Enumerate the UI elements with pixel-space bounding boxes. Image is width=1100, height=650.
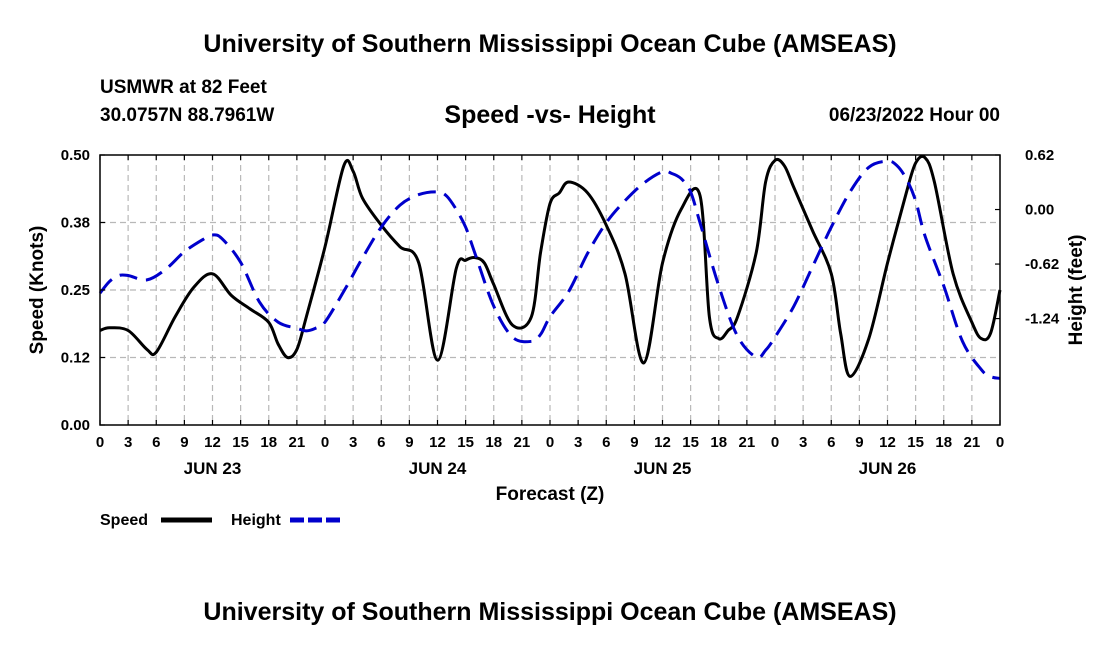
y-tick-label: 0.38 xyxy=(61,215,90,232)
x-tick-label: 18 xyxy=(260,434,277,451)
series-line-height xyxy=(98,159,1001,380)
x-tick-label: 3 xyxy=(574,434,582,451)
y2-tick-label: -0.62 xyxy=(1025,256,1059,273)
x-tick-label: 3 xyxy=(799,434,807,451)
speed-height-chart: 0 3 6 9 12 15 18 21 0 3 6 9 12 15 18 21 0 3 6 9 12 15 18 21 0 3 6 9… xyxy=(27,147,1087,529)
footer-title: University of Southern Mississippi Ocean… xyxy=(203,598,897,626)
y-tick-label: 0.12 xyxy=(61,350,90,367)
x-tick-label: 15 xyxy=(682,434,699,451)
y2-tick-label: 0.62 xyxy=(1025,147,1054,164)
x-tick-label: 6 xyxy=(602,434,610,451)
x-axis-label: Forecast (Z) xyxy=(496,484,605,505)
x-tick-label: 0 xyxy=(771,434,779,451)
x-tick-label: 21 xyxy=(289,434,306,451)
date-label: JUN 23 xyxy=(184,459,242,478)
series-layer xyxy=(98,154,1002,380)
run-time-label: 06/23/2022 Hour 00 xyxy=(828,105,1000,126)
legend: Speed Height xyxy=(100,512,342,529)
date-label: JUN 26 xyxy=(859,459,917,478)
coordinates-label: 30.0757N 88.7961W xyxy=(100,105,275,126)
x-tick-label: 6 xyxy=(152,434,160,451)
x-tick-label: 3 xyxy=(349,434,357,451)
station-label: USMWR at 82 Feet xyxy=(100,77,267,98)
x-tick-label: 12 xyxy=(879,434,896,451)
y2-axis-label: Height (feet) xyxy=(1066,235,1087,346)
y2-tick-label: 0.00 xyxy=(1025,202,1054,219)
x-tick-label: 12 xyxy=(654,434,671,451)
x-tick-label: 9 xyxy=(855,434,863,451)
x-tick-label: 6 xyxy=(827,434,835,451)
legend-label-height: Height xyxy=(231,512,281,529)
y-tick-label: 0.25 xyxy=(61,282,90,299)
x-tick-label: 0 xyxy=(96,434,104,451)
axis-layer: 0 3 6 9 12 15 18 21 0 3 6 9 12 15 18 21 0 3 6 9 12 15 18 21 0 3 6 9… xyxy=(61,147,1060,478)
x-tick-label: 0 xyxy=(546,434,554,451)
x-tick-label: 6 xyxy=(377,434,385,451)
x-tick-label: 3 xyxy=(124,434,132,451)
x-tick-label: 9 xyxy=(630,434,638,451)
series-line-speed xyxy=(99,154,1002,378)
x-tick-label: 9 xyxy=(405,434,413,451)
x-tick-label: 18 xyxy=(710,434,727,451)
x-tick-label: 15 xyxy=(907,434,924,451)
x-tick-label: 9 xyxy=(180,434,188,451)
date-label: JUN 25 xyxy=(634,459,692,478)
y-axis-label: Speed (Knots) xyxy=(27,226,48,355)
x-tick-label: 12 xyxy=(429,434,446,451)
y-tick-label: 0.00 xyxy=(61,417,90,434)
x-tick-label: 21 xyxy=(964,434,981,451)
x-tick-label: 0 xyxy=(996,434,1004,451)
x-tick-label: 15 xyxy=(232,434,249,451)
main-title: University of Southern Mississippi Ocean… xyxy=(203,30,897,58)
legend-label-speed: Speed xyxy=(100,512,148,529)
x-tick-label: 12 xyxy=(204,434,221,451)
grid-layer xyxy=(100,155,1000,425)
y2-tick-label: -1.24 xyxy=(1025,311,1060,328)
x-tick-label: 21 xyxy=(739,434,756,451)
date-label: JUN 24 xyxy=(409,459,467,478)
x-tick-label: 18 xyxy=(935,434,952,451)
x-tick-label: 15 xyxy=(457,434,474,451)
chart-title: Speed -vs- Height xyxy=(444,101,656,129)
x-tick-label: 18 xyxy=(485,434,502,451)
x-tick-label: 21 xyxy=(514,434,531,451)
y-tick-label: 0.50 xyxy=(61,147,90,164)
x-tick-label: 0 xyxy=(321,434,329,451)
